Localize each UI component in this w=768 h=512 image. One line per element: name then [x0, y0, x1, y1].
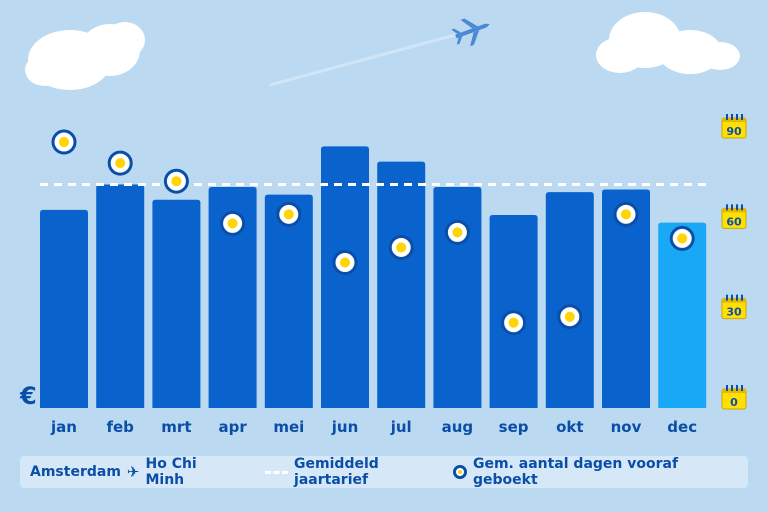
- cloud-right: [596, 12, 740, 74]
- days-tick-label-0: 0: [730, 396, 738, 409]
- marker-mrt: [163, 168, 189, 194]
- marker-okt: [557, 304, 583, 330]
- bars-layer: [40, 146, 707, 408]
- route-to: Ho Chi Minh: [145, 456, 197, 488]
- legend-days-label: Gem. aantal dagen vooraf geboekt: [472, 456, 679, 488]
- marker-jul: [388, 234, 414, 260]
- marker-feb: [107, 150, 133, 176]
- cloud-left: [25, 22, 145, 90]
- calendar-tick-0: 0: [721, 385, 747, 410]
- marker-nov: [613, 201, 639, 227]
- x-tick-mei: mei: [273, 418, 304, 436]
- marker-apr: [220, 210, 246, 236]
- marker-aug: [444, 219, 470, 245]
- marker-sep: [501, 310, 527, 336]
- days-tick-label-60: 60: [726, 215, 742, 228]
- airplane-icon: ✈: [126, 463, 140, 481]
- bar-okt: [545, 192, 594, 408]
- x-tick-jul: jul: [390, 418, 412, 436]
- bar-jan: [40, 209, 88, 408]
- bar-apr: [208, 187, 257, 408]
- sky-decor: [25, 12, 740, 90]
- marker-jun: [332, 250, 358, 275]
- calendar-tick-60: 60: [721, 204, 747, 229]
- marker-dec: [669, 225, 695, 251]
- days-tick-label-30: 30: [726, 306, 742, 319]
- calendar-tick-90: 90: [721, 114, 747, 139]
- legend: Amsterdam ✈ Ho Chi Minh Gemiddeld jaarta…: [20, 456, 748, 488]
- bar-dec: [658, 222, 707, 408]
- calendar-tick-30: 30: [721, 294, 747, 320]
- x-tick-aug: aug: [442, 418, 474, 436]
- x-tick-feb: feb: [106, 418, 134, 436]
- contrail: [269, 33, 456, 87]
- x-tick-mrt: mrt: [161, 418, 191, 436]
- bar-feb: [96, 184, 145, 408]
- airplane-icon: [451, 18, 490, 47]
- x-tick-okt: okt: [556, 418, 583, 436]
- x-tick-sep: sep: [499, 418, 529, 436]
- currency-symbol: €: [19, 382, 37, 410]
- x-tick-jan: jan: [50, 418, 77, 436]
- legend-days: Gem. aantal dagen vooraf geboekt: [453, 456, 740, 488]
- marker-icon: [453, 465, 467, 479]
- days-tick-label-90: 90: [726, 125, 742, 138]
- days-axis: 0 30 60 90: [721, 114, 747, 410]
- marker-jan: [51, 129, 77, 155]
- x-tick-nov: nov: [611, 418, 642, 436]
- x-tick-jun: jun: [331, 418, 359, 436]
- markers-layer: [51, 129, 695, 336]
- bar-jul: [377, 161, 426, 408]
- bar-jun: [321, 146, 369, 408]
- legend-average: Gemiddeld jaartarief: [264, 456, 454, 488]
- legend-average-label: Gemiddeld jaartarief: [294, 456, 379, 488]
- bar-nov: [602, 189, 650, 408]
- marker-mei: [276, 201, 302, 227]
- route-from: Amsterdam: [30, 464, 121, 480]
- bar-aug: [433, 187, 482, 408]
- bar-mrt: [152, 199, 201, 408]
- bar-mei: [264, 194, 313, 408]
- dashed-line-icon: [264, 470, 289, 474]
- legend-route: Amsterdam ✈ Ho Chi Minh: [30, 456, 235, 488]
- x-tick-dec: dec: [667, 418, 697, 436]
- x-tick-apr: apr: [218, 418, 247, 436]
- x-axis-labels: jan feb mrt apr mei jun jul aug sep okt nov dec: [50, 418, 697, 436]
